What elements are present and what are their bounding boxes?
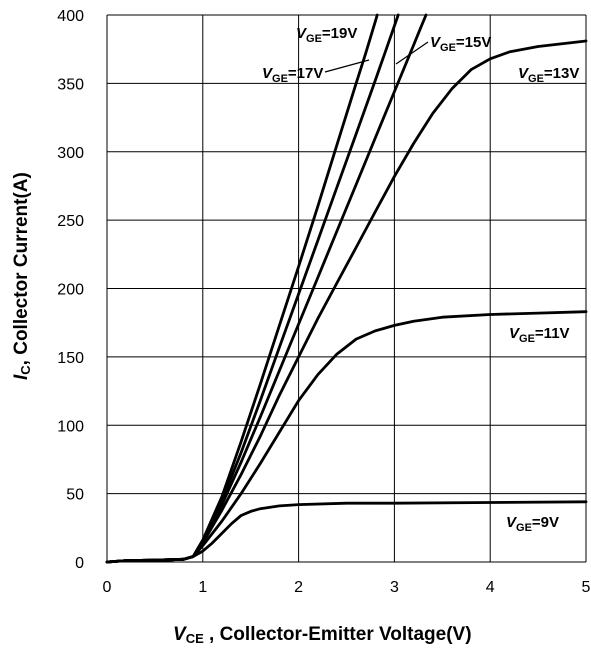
y-tick-label: 350 bbox=[57, 76, 84, 93]
y-tick-label: 400 bbox=[57, 8, 84, 25]
x-tick-label: 1 bbox=[198, 579, 207, 596]
series-line-vge-9v bbox=[105, 500, 588, 564]
x-tick-label: 2 bbox=[294, 579, 303, 596]
y-tick-label: 150 bbox=[57, 350, 84, 367]
y-tick-label: 50 bbox=[66, 487, 84, 504]
curve-label-vge-9: VGE=9V bbox=[506, 514, 559, 534]
y-tick-label: 250 bbox=[57, 213, 84, 230]
leader-line-vge-17 bbox=[324, 59, 370, 73]
x-tick-label: 3 bbox=[390, 579, 399, 596]
series-line-vge-13v bbox=[105, 39, 588, 564]
y-axis-title: IC, Collector Current(A) bbox=[11, 172, 33, 380]
curve-label-vge-11: VGE=11V bbox=[509, 325, 570, 345]
y-tick-label: 0 bbox=[75, 555, 84, 572]
x-tick-label: 0 bbox=[103, 579, 112, 596]
curve-label-vge-15: VGE=15V bbox=[430, 34, 491, 54]
y-tick-label: 100 bbox=[57, 418, 84, 435]
grid bbox=[106, 14, 587, 563]
leader-line-vge-15 bbox=[395, 41, 429, 65]
x-axis-title: VCE , Collector-Emitter Voltage(V) bbox=[173, 624, 472, 646]
curve-label-vge-13: VGE=13V bbox=[518, 65, 579, 85]
x-tick-label: 4 bbox=[486, 579, 495, 596]
x-tick-label: 5 bbox=[582, 579, 591, 596]
curve-label-vge-19: VGE=19V bbox=[296, 25, 357, 45]
y-tick-label: 300 bbox=[57, 145, 84, 162]
curve-label-vge-17: VGE=17V bbox=[262, 65, 323, 85]
label-leaders bbox=[324, 41, 429, 73]
curves bbox=[105, 13, 588, 564]
series-line-vge-19v bbox=[105, 13, 379, 564]
y-tick-label: 200 bbox=[57, 282, 84, 299]
